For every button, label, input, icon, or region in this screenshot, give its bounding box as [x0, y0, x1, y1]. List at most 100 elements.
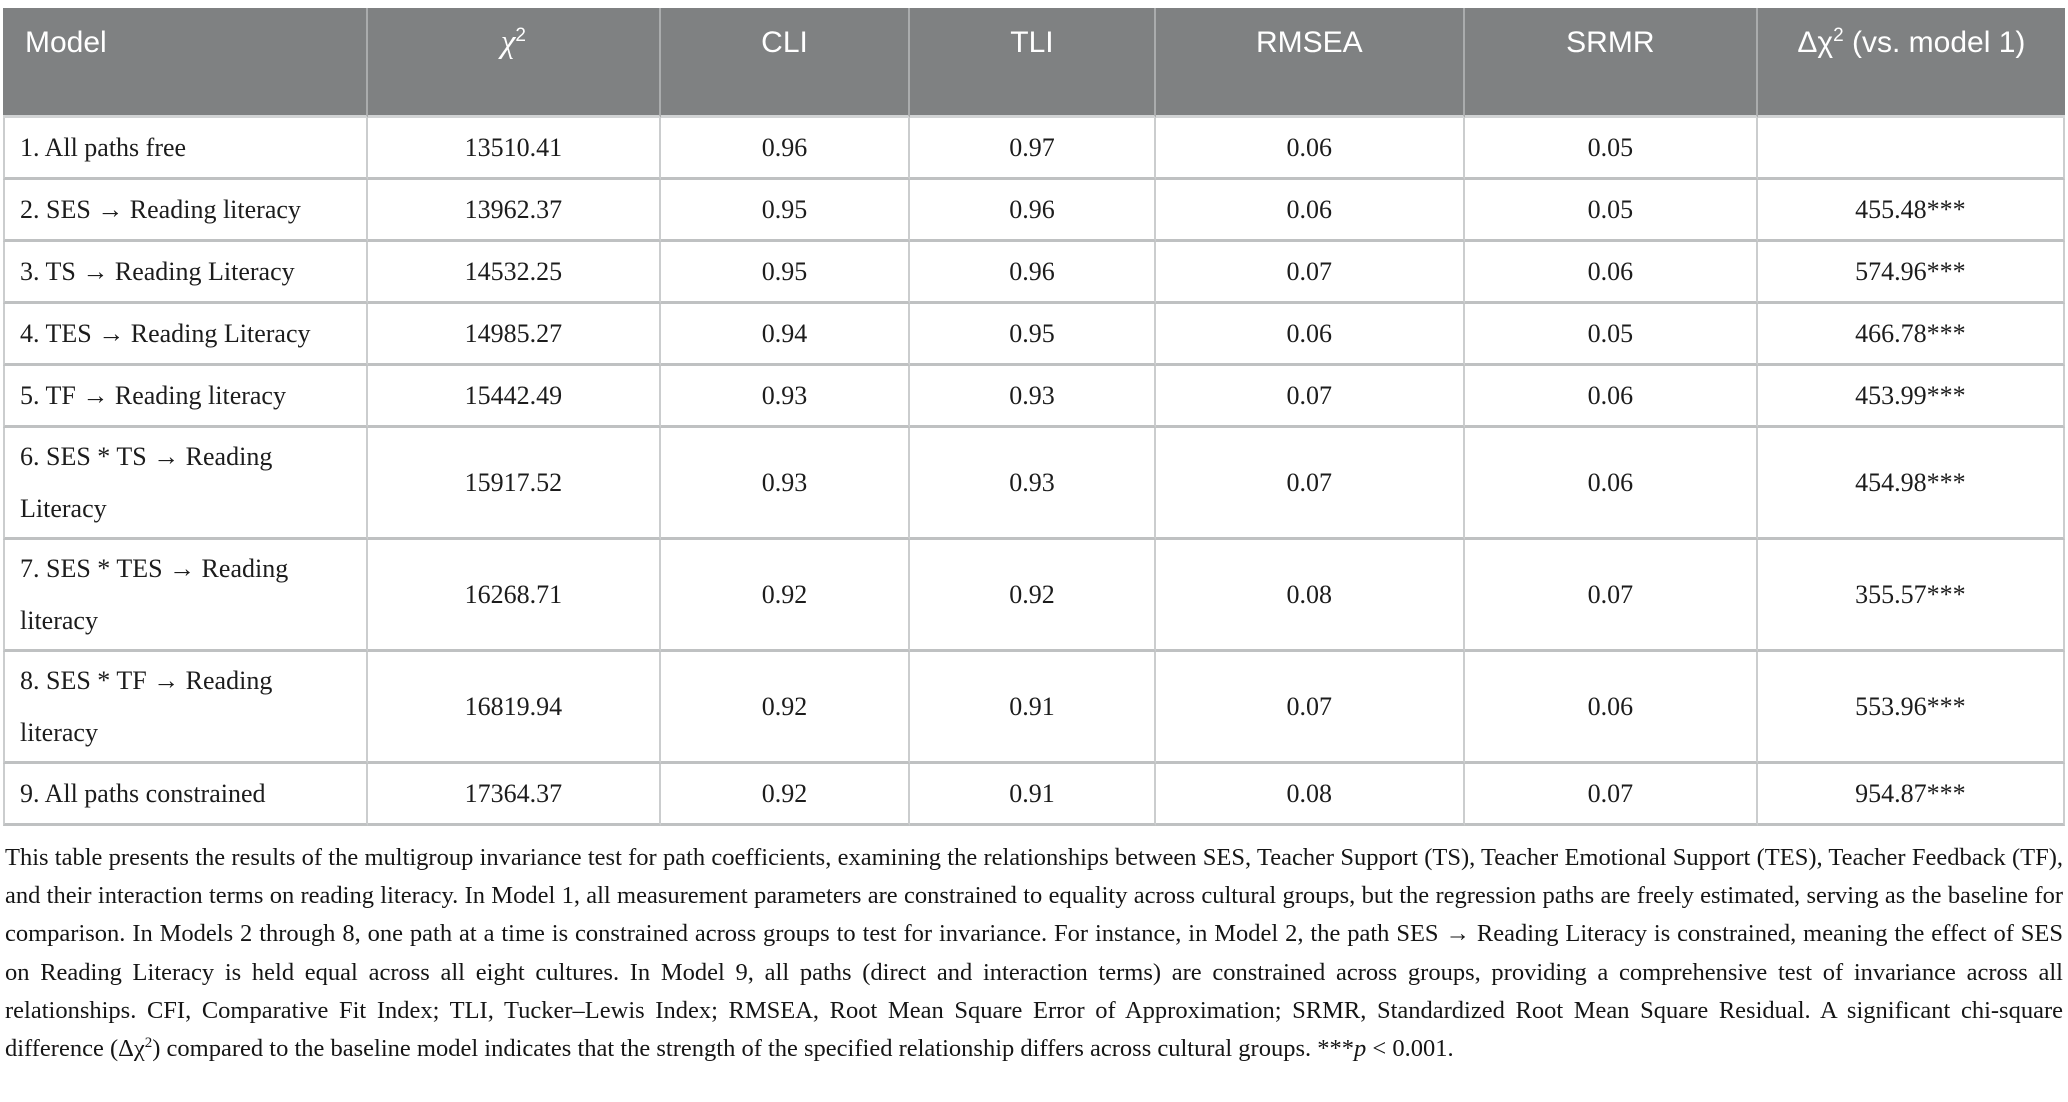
- cell-cli: 0.94: [660, 304, 911, 366]
- column-header-model-label: Model: [25, 26, 107, 59]
- column-header-tli: TLI: [910, 8, 1156, 118]
- cell-chi2: 13510.41: [367, 118, 661, 180]
- column-header-model: Model: [3, 8, 368, 118]
- column-header-rmsea-label: RMSEA: [1255, 26, 1363, 59]
- footnote-p-value-symbol: p: [1354, 1035, 1367, 1063]
- cell-srmr: 0.06: [1464, 428, 1758, 540]
- model-fit-statistics-table: Model χ2 CLI TLI RMSEA SRMR Δχ2 (vs. mod…: [3, 8, 2065, 826]
- cell-model: 3. TS → Reading Literacy: [3, 242, 368, 304]
- cell-srmr: 0.07: [1464, 540, 1758, 652]
- column-header-rmsea: RMSEA: [1155, 8, 1465, 118]
- cell-delta-chi2: 954.87***: [1757, 764, 2065, 826]
- cell-rmsea: 0.07: [1155, 652, 1465, 764]
- table-row-model-2: 2. SES → Reading literacy 13962.37 0.95 …: [3, 180, 2065, 242]
- cell-chi2: 13962.37: [367, 180, 661, 242]
- cell-chi2: 17364.37: [367, 764, 661, 826]
- cell-rmsea: 0.07: [1155, 242, 1465, 304]
- footnote-text-part1: This table presents the results of the m…: [5, 844, 2063, 1063]
- cell-model: 5. TF → Reading literacy: [3, 366, 368, 428]
- cell-model: 8. SES * TF → Reading literacy: [3, 652, 368, 764]
- cell-model: 1. All paths free: [3, 118, 368, 180]
- table-row-model-5: 5. TF → Reading literacy 15442.49 0.93 0…: [3, 366, 2065, 428]
- cell-delta-chi2: 466.78***: [1757, 304, 2065, 366]
- cell-cli: 0.93: [660, 366, 911, 428]
- cell-tli: 0.91: [910, 764, 1156, 826]
- cell-model: 4. TES → Reading Literacy: [3, 304, 368, 366]
- cell-rmsea: 0.07: [1155, 428, 1465, 540]
- cell-chi2: 15442.49: [367, 366, 661, 428]
- table-row-model-3: 3. TS → Reading Literacy 14532.25 0.95 0…: [3, 242, 2065, 304]
- cell-rmsea: 0.07: [1155, 366, 1465, 428]
- delta-chi-vs-model-label: (vs. model 1): [1843, 26, 2026, 59]
- table-body: 1. All paths free 13510.41 0.96 0.97 0.0…: [3, 118, 2065, 826]
- cell-delta-chi2: 455.48***: [1757, 180, 2065, 242]
- cell-delta-chi2: 453.99***: [1757, 366, 2065, 428]
- column-header-cli-label: CLI: [761, 26, 808, 59]
- cell-srmr: 0.07: [1464, 764, 1758, 826]
- cell-model: 6. SES * TS → Reading Literacy: [3, 428, 368, 540]
- cell-model: 9. All paths constrained: [3, 764, 368, 826]
- cell-delta-chi2: 355.57***: [1757, 540, 2065, 652]
- table-row-model-1: 1. All paths free 13510.41 0.96 0.97 0.0…: [3, 118, 2065, 180]
- footnote-text-part2: ) compared to the baseline model indicat…: [152, 1035, 1354, 1063]
- cell-tli: 0.95: [910, 304, 1156, 366]
- cell-model: 7. SES * TES → Reading literacy: [3, 540, 368, 652]
- cell-cli: 0.92: [660, 540, 911, 652]
- cell-chi2: 15917.52: [367, 428, 661, 540]
- chi-superscript: 2: [515, 25, 526, 46]
- cell-chi2: 16268.71: [367, 540, 661, 652]
- table-row-model-4: 4. TES → Reading Literacy 14985.27 0.94 …: [3, 304, 2065, 366]
- cell-srmr: 0.06: [1464, 652, 1758, 764]
- cell-cli: 0.96: [660, 118, 911, 180]
- column-header-delta-chi2: Δχ2 (vs. model 1): [1757, 8, 2065, 118]
- footnote-chi-superscript: 2: [144, 1034, 153, 1051]
- cell-srmr: 0.05: [1464, 118, 1758, 180]
- cell-rmsea: 0.08: [1155, 540, 1465, 652]
- table-row-model-7: 7. SES * TES → Reading literacy 16268.71…: [3, 540, 2065, 652]
- cell-cli: 0.95: [660, 242, 911, 304]
- chi-symbol: χ: [500, 24, 516, 60]
- cell-srmr: 0.05: [1464, 180, 1758, 242]
- cell-rmsea: 0.06: [1155, 118, 1465, 180]
- cell-cli: 0.92: [660, 764, 911, 826]
- cell-rmsea: 0.08: [1155, 764, 1465, 826]
- cell-delta-chi2: [1757, 118, 2065, 180]
- cell-srmr: 0.06: [1464, 242, 1758, 304]
- cell-tli: 0.96: [910, 242, 1156, 304]
- footnote-text-part3: < 0.001.: [1366, 1035, 1454, 1063]
- cell-tli: 0.93: [910, 366, 1156, 428]
- column-header-srmr: SRMR: [1464, 8, 1758, 118]
- column-header-chi2: χ2: [367, 8, 661, 118]
- cell-tli: 0.93: [910, 428, 1156, 540]
- column-header-cli: CLI: [660, 8, 911, 118]
- cell-chi2: 16819.94: [367, 652, 661, 764]
- table-footnote: This table presents the results of the m…: [5, 839, 2063, 1068]
- column-header-srmr-label: SRMR: [1566, 26, 1655, 59]
- table-row-model-6: 6. SES * TS → Reading Literacy 15917.52 …: [3, 428, 2065, 540]
- column-header-tli-label: TLI: [1010, 26, 1054, 59]
- cell-tli: 0.92: [910, 540, 1156, 652]
- table-row-model-9: 9. All paths constrained 17364.37 0.92 0…: [3, 764, 2065, 826]
- cell-delta-chi2: 574.96***: [1757, 242, 2065, 304]
- cell-chi2: 14985.27: [367, 304, 661, 366]
- cell-tli: 0.91: [910, 652, 1156, 764]
- cell-rmsea: 0.06: [1155, 180, 1465, 242]
- cell-chi2: 14532.25: [367, 242, 661, 304]
- cell-delta-chi2: 553.96***: [1757, 652, 2065, 764]
- cell-cli: 0.92: [660, 652, 911, 764]
- cell-srmr: 0.05: [1464, 304, 1758, 366]
- cell-delta-chi2: 454.98***: [1757, 428, 2065, 540]
- cell-srmr: 0.06: [1464, 366, 1758, 428]
- delta-chi-superscript: 2: [1833, 25, 1844, 46]
- table-header: Model χ2 CLI TLI RMSEA SRMR Δχ2 (vs. mod…: [3, 8, 2065, 118]
- table-row-model-8: 8. SES * TF → Reading literacy 16819.94 …: [3, 652, 2065, 764]
- cell-rmsea: 0.06: [1155, 304, 1465, 366]
- cell-tli: 0.96: [910, 180, 1156, 242]
- header-row: Model χ2 CLI TLI RMSEA SRMR Δχ2 (vs. mod…: [3, 8, 2065, 118]
- cell-cli: 0.93: [660, 428, 911, 540]
- delta-chi-symbol: Δχ: [1797, 26, 1834, 59]
- cell-cli: 0.95: [660, 180, 911, 242]
- cell-model: 2. SES → Reading literacy: [3, 180, 368, 242]
- cell-tli: 0.97: [910, 118, 1156, 180]
